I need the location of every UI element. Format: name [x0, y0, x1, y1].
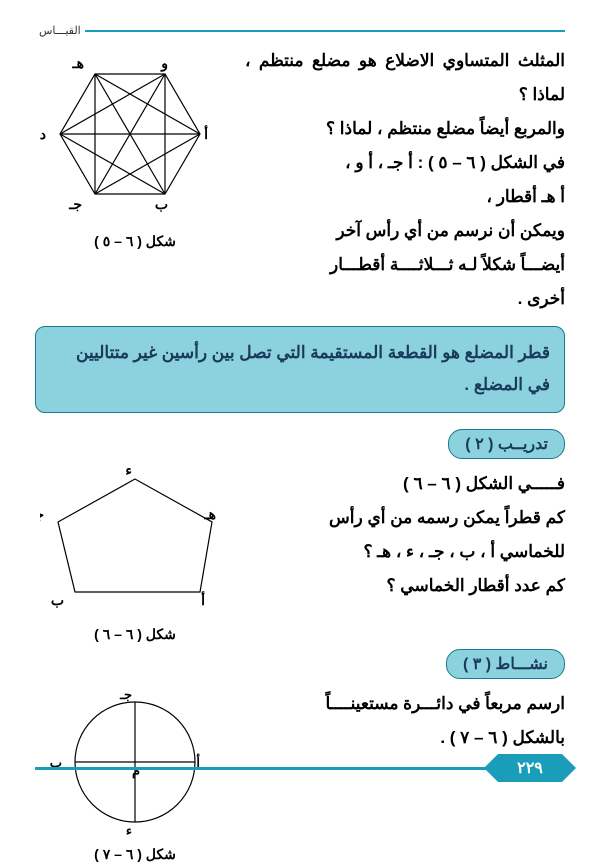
svg-text:هـ: هـ: [72, 55, 84, 71]
figure-hexagon: أ ب جـ د هـ و شكل ( ٦ – ٥ ): [35, 44, 235, 316]
page-number-text: ٢٢٩: [517, 758, 543, 778]
activity-3: نشـــاط ( ٣ ): [35, 643, 565, 685]
exercise-2-text: فـــــي الشكل ( ٦ – ٦ ) كم قطراً يمكن رس…: [245, 467, 565, 643]
line: أيضـــاً شكلاً لـه ثـــلاثــــة أقطـــار: [245, 248, 565, 282]
svg-text:ء: ء: [126, 823, 132, 837]
line: للخماسي أ ، ب ، جـ ، ء ، هـ ؟: [245, 535, 565, 569]
line: في الشكل ( ٦ – ٥ ) : أ جـ ، أ و ،: [245, 146, 565, 180]
svg-text:ء: ء: [125, 467, 132, 478]
figure-caption: شكل ( ٦ – ٧ ): [35, 846, 235, 863]
figure-circle: أ ب جـ ء م شكل ( ٦ – ٧ ): [35, 687, 235, 863]
line: والمربع أيضاً مضلع منتظم ، لماذا ؟: [245, 112, 565, 146]
hexagon-svg: أ ب جـ د هـ و: [40, 44, 230, 224]
line: بالشكل ( ٦ – ٧ ) .: [245, 721, 565, 755]
definition-text: قطر المضلع هو القطعة المستقيمة التي تصل …: [76, 343, 550, 394]
definition-box: قطر المضلع هو القطعة المستقيمة التي تصل …: [35, 326, 565, 413]
header-label: القيـــاس: [35, 24, 85, 37]
exercise-2: تدريــب ( ٢ ): [35, 423, 565, 465]
svg-text:أ: أ: [201, 590, 205, 608]
line: ويمكن أن نرسم من أي رأس آخر: [245, 214, 565, 248]
svg-text:ب: ب: [51, 592, 64, 608]
line: كم قطراً يمكن رسمه من أي رأس: [245, 501, 565, 535]
exercise-badge: تدريــب ( ٢ ): [448, 429, 565, 459]
exercise-2-row: فـــــي الشكل ( ٦ – ٦ ) كم قطراً يمكن رس…: [35, 467, 565, 643]
svg-text:جـ: جـ: [40, 506, 44, 522]
figure-caption: شكل ( ٦ – ٥ ): [35, 233, 235, 250]
svg-text:ب: ب: [155, 196, 168, 212]
section-1-text: المثلث المتساوي الاضلاع هو مضلع منتظم ، …: [245, 44, 565, 316]
line: أ هـ أقطار ،: [245, 180, 565, 214]
page-number: ٢٢٩: [498, 754, 562, 782]
svg-text:د: د: [40, 126, 46, 142]
svg-text:هـ: هـ: [204, 506, 216, 522]
figure-pentagon: أ ب جـ ء هـ شكل ( ٦ – ٦ ): [35, 467, 235, 643]
line: أخرى .: [245, 282, 565, 316]
svg-text:و: و: [160, 55, 168, 72]
line: فـــــي الشكل ( ٦ – ٦ ): [245, 467, 565, 501]
svg-text:جـ: جـ: [119, 687, 132, 702]
line: ارسم مربعاً في دائـــرة مستعينــــاً: [245, 687, 565, 721]
svg-text:جـ: جـ: [68, 196, 82, 212]
pentagon-svg: أ ب جـ ء هـ: [40, 467, 230, 617]
line: كم عدد أقطار الخماسي ؟: [245, 569, 565, 603]
header-rule: القيـــاس: [35, 30, 565, 32]
line: المثلث المتساوي الاضلاع هو مضلع منتظم ، …: [245, 44, 565, 112]
activity-badge: نشـــاط ( ٣ ): [446, 649, 565, 679]
svg-text:أ: أ: [204, 124, 208, 142]
footer-rule: [35, 767, 490, 770]
page-number-badge: ٢٢٩: [498, 754, 562, 782]
circle-svg: أ ب جـ ء م: [50, 687, 220, 837]
figure-caption: شكل ( ٦ – ٦ ): [35, 626, 235, 643]
svg-text:م: م: [132, 763, 140, 779]
section-1: المثلث المتساوي الاضلاع هو مضلع منتظم ، …: [35, 44, 565, 316]
